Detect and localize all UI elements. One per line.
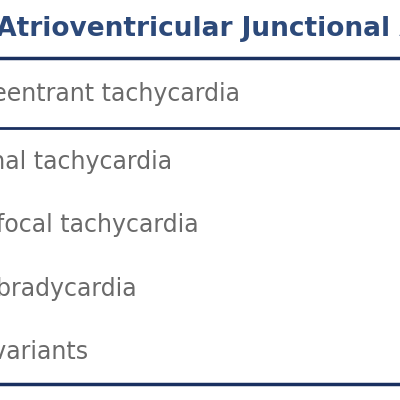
Text: AV nodal reentrant tachycardia: AV nodal reentrant tachycardia: [0, 82, 240, 106]
Text: AV junctional tachycardia: AV junctional tachycardia: [0, 150, 172, 174]
Text: Junctional bradycardia: Junctional bradycardia: [0, 277, 137, 301]
Text: WPW and variants: WPW and variants: [0, 340, 88, 364]
Text: Table 1  Atrioventricular Junctional Arrhythmias: Table 1 Atrioventricular Junctional Arrh…: [0, 16, 400, 42]
Text: Junctional focal tachycardia: Junctional focal tachycardia: [0, 213, 199, 237]
